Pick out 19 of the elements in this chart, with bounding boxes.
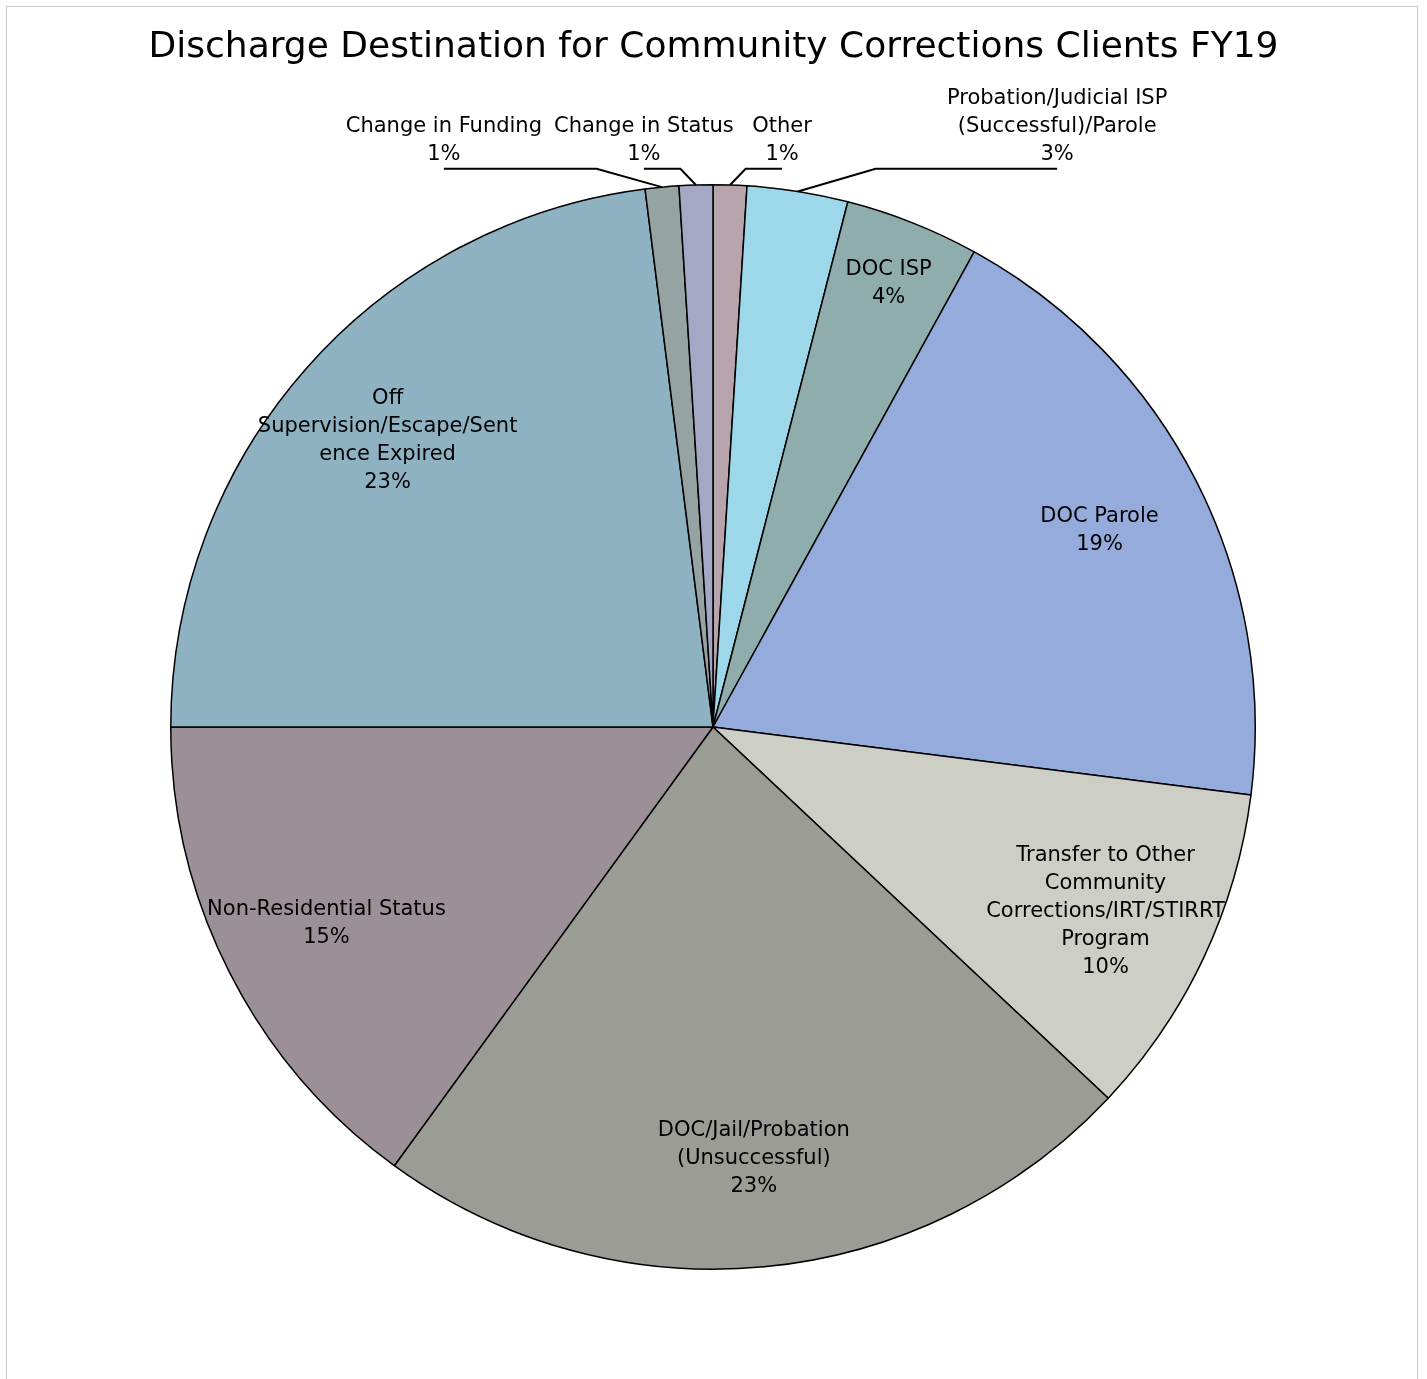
- slice-label: Change in Funding: [345, 113, 542, 138]
- slice-label: DOC/Jail/Probation (Unsuccessful): [657, 1117, 850, 1170]
- data-label: 10%: [1082, 954, 1129, 979]
- data-label: 23%: [364, 468, 411, 493]
- data-label: 23%: [730, 1173, 778, 1198]
- data-label: 3%: [1040, 141, 1074, 166]
- data-label: 4%: [872, 283, 906, 308]
- slice-label: DOC ISP: [845, 255, 932, 280]
- data-label: 1%: [427, 141, 461, 166]
- data-label: 19%: [1076, 530, 1123, 555]
- slice-label: Change in Status: [553, 113, 734, 138]
- chart-title: Discharge Destination for Community Corrections Clients FY19: [147, 24, 1280, 65]
- data-label: 1%: [627, 141, 661, 166]
- slice-label: Other: [752, 113, 813, 138]
- slice-label: DOC Parole: [1040, 502, 1159, 527]
- slice-label: Non-Residential Status: [207, 896, 446, 921]
- data-label: 1%: [765, 141, 799, 166]
- slice-label: Probation/Judicial ISP (Successful)/Parole: [946, 85, 1168, 138]
- data-label: 15%: [303, 924, 350, 949]
